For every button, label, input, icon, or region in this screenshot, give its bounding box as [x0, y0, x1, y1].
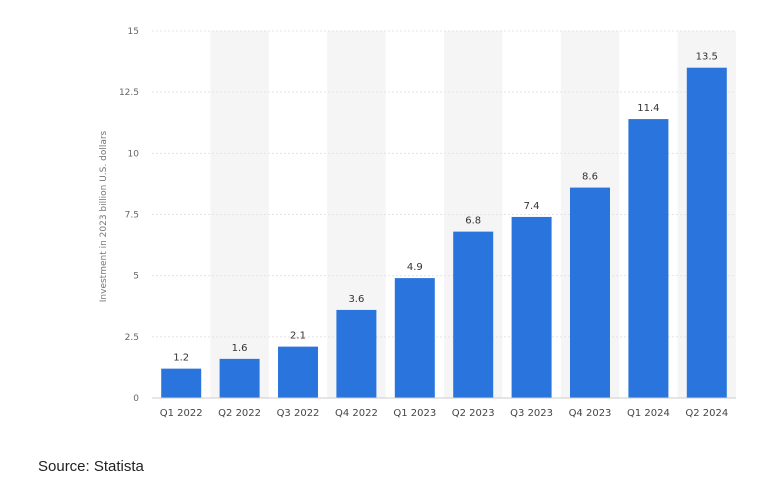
y-axis-label: Investment in 2023 billion U.S. dollars — [99, 130, 109, 302]
y-axis-ticks: 0 2.5 5 7.5 10 12.5 15 — [119, 27, 139, 404]
bar — [686, 67, 727, 398]
y-tick-label: 7.5 — [125, 211, 139, 221]
source-note: Source: Statista — [38, 458, 144, 475]
y-tick-label: 0 — [133, 394, 139, 404]
y-tick-label: 10 — [128, 149, 140, 159]
gridlines — [152, 30, 736, 338]
data-label: 4.9 — [407, 262, 423, 273]
x-category-label: Q1 2023 — [393, 408, 436, 419]
y-tick-label: 12.5 — [119, 88, 139, 98]
data-label: 6.8 — [465, 216, 481, 227]
bar — [628, 119, 669, 398]
bar — [394, 278, 435, 398]
bar — [161, 368, 202, 398]
data-label: 8.6 — [582, 172, 598, 183]
y-tick-label: 5 — [133, 272, 139, 282]
x-category-label: Q1 2022 — [160, 408, 203, 419]
x-category-label: Q1 2024 — [627, 408, 670, 419]
data-label: 3.6 — [348, 294, 364, 305]
data-label: 2.1 — [290, 331, 306, 342]
x-axis-categories: Q1 2022 Q2 2022 Q3 2022 Q4 2022 Q1 2023 Q2 20… — [160, 408, 728, 419]
data-labels: 1.2 1.6 2.1 3.6 4.9 6.8 7.4 8.6 11.4 13.5 — [173, 52, 718, 364]
bar — [570, 187, 610, 398]
x-category-label: Q3 2023 — [510, 408, 553, 419]
x-category-label: Q3 2022 — [277, 408, 320, 419]
bar — [511, 216, 552, 398]
x-category-label: Q4 2023 — [569, 408, 612, 419]
data-label: 13.5 — [696, 52, 718, 63]
data-label: 7.4 — [524, 201, 540, 212]
data-label: 11.4 — [637, 103, 659, 114]
bar — [219, 358, 260, 398]
bars — [161, 67, 727, 398]
x-category-label: Q2 2023 — [452, 408, 495, 419]
bar — [453, 231, 494, 398]
x-category-label: Q2 2024 — [685, 408, 728, 419]
data-label: 1.2 — [173, 353, 189, 364]
y-tick-label: 2.5 — [125, 333, 139, 343]
bar — [336, 309, 377, 398]
data-label: 1.6 — [232, 343, 248, 354]
y-tick-label: 15 — [128, 27, 139, 37]
x-category-label: Q4 2022 — [335, 408, 378, 419]
bar — [278, 346, 318, 398]
x-category-label: Q2 2022 — [218, 408, 261, 419]
